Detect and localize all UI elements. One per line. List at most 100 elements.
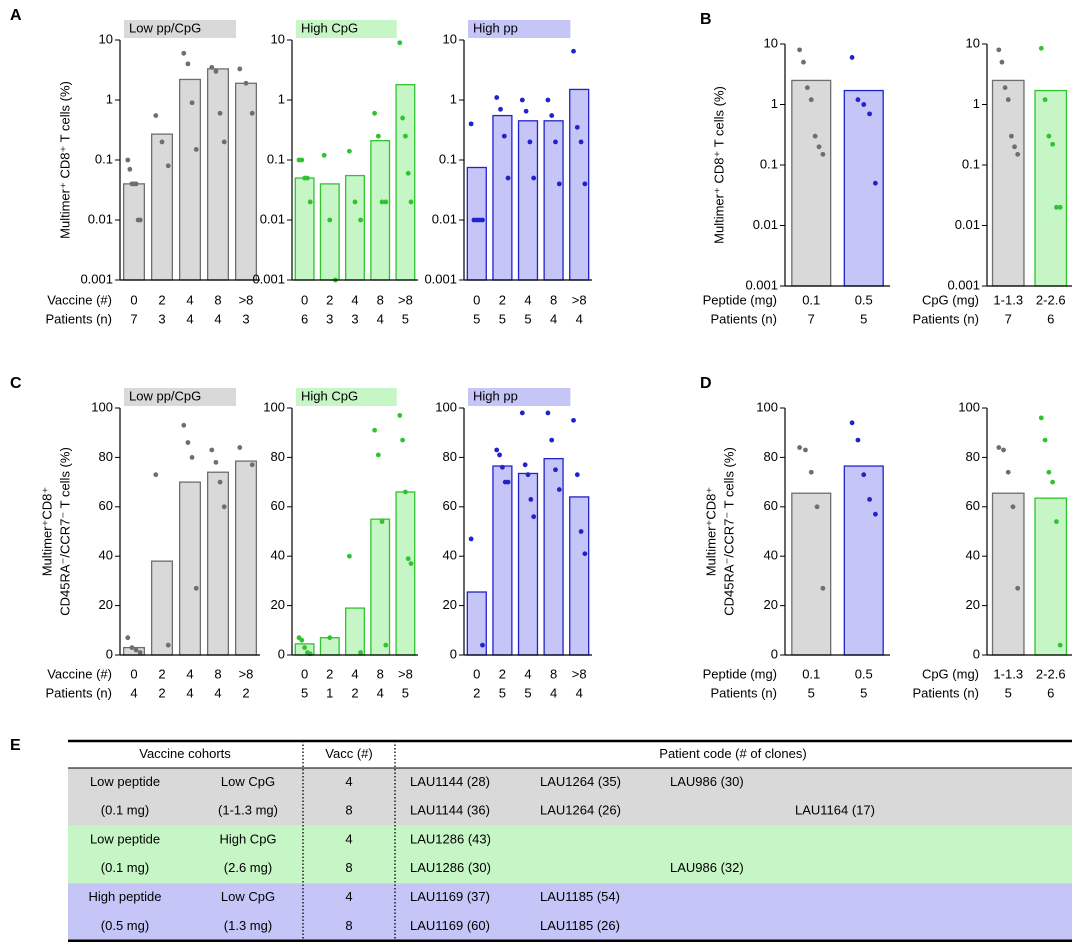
data-point [125,635,131,641]
y-tick-label: 100 [263,399,285,414]
data-point [556,487,562,492]
x-tick-label: 2-2.6 [1036,292,1066,307]
y-tick-label: 0.1 [439,151,457,166]
group-band [68,883,1072,941]
data-point [1001,447,1006,453]
data-point [820,151,826,157]
bar [466,166,487,281]
patient-cell: LAU1286 (30) [410,860,491,875]
data-point [505,479,511,485]
cohort-cell: Low CpG [221,889,275,904]
x-tick-label: 0 [473,666,480,681]
x-tick-label: 8 [550,292,557,307]
patient-cell: LAU1286 (43) [410,831,491,846]
data-point [814,504,820,510]
data-point [996,445,1002,450]
data-point [307,199,313,205]
data-point [165,163,171,169]
tag-box [296,20,397,38]
data-point [549,113,555,118]
table-header: Patient code (# of clones) [659,746,806,761]
x-tick-label: 4 [351,666,358,681]
y-tick-label: 0.01 [955,217,980,232]
data-point [165,642,171,648]
data-point [855,437,861,443]
count-label: 7 [808,311,815,326]
y-axis-label: Multimer⁺CD8⁺ [39,487,54,577]
data-point [804,85,810,91]
data-point [861,472,867,478]
data-point [221,504,227,510]
cohort-cell: Low peptide [90,831,160,846]
data-point [221,139,227,145]
y-tick-label: 20 [966,597,980,612]
y-tick-label: 10 [271,31,285,46]
x-tick-label: >8 [239,666,254,681]
data-point [468,121,474,127]
data-point [497,452,502,458]
bar [791,492,832,656]
tag-label: High CpG [301,388,358,403]
y-tick-label: 40 [966,548,980,563]
data-point [347,553,352,559]
data-point [181,50,187,56]
data-point [519,410,525,416]
row-label: Peptide (mg) [703,292,777,307]
bar [569,496,590,656]
x-tick-label: 0.1 [802,666,820,681]
data-point [237,445,243,450]
y-tick-label: 100 [958,399,980,414]
row-label: Patients (n) [711,685,777,700]
patient-cell: LAU986 (32) [670,860,744,875]
data-point [193,147,199,152]
y-tick-label: 0.1 [962,156,980,171]
data-point [133,181,139,187]
cohort-cell: (1.3 mg) [224,918,272,933]
bar [150,560,174,656]
data-point [400,437,406,443]
row-label: CpG (mg) [922,292,979,307]
bar [294,177,315,281]
y-tick-label: 100 [435,399,457,414]
bar [517,120,539,281]
data-point [812,133,818,139]
bar [843,465,884,656]
data-point [480,217,485,223]
data-point [522,462,528,468]
bar [122,183,146,281]
data-point [578,529,584,534]
bar [991,79,1025,287]
panel-letter: A [10,7,22,24]
data-point [327,635,333,641]
count-label: 1 [326,685,333,700]
data-point [243,80,249,86]
x-tick-label: 0 [130,292,137,307]
data-point [153,472,159,478]
count-label: 6 [1047,311,1054,326]
cohort-cell: (2.6 mg) [224,860,272,875]
count-label: 5 [524,685,531,700]
data-point [1005,469,1011,475]
data-point [372,110,378,116]
table-header: Vaccine cohorts [139,746,231,761]
count-label: 3 [351,311,358,326]
count-label: 5 [524,311,531,326]
tag-label: Low pp/CpG [129,388,201,403]
data-point [321,152,327,158]
data-point [379,199,385,205]
x-tick-label: 0 [130,666,137,681]
bar [543,120,564,281]
data-point [1050,141,1056,147]
x-tick-label: 0.5 [855,666,873,681]
data-point [209,447,215,453]
vacc-cell: 8 [345,860,352,875]
data-point [403,489,408,495]
data-point [1054,519,1059,525]
data-point [1054,204,1059,210]
row-label: Patients (n) [913,685,979,700]
bar [370,140,391,281]
row-label: Peptide (mg) [703,666,777,681]
data-point [249,110,255,116]
y-tick-label: 0.01 [753,217,778,232]
